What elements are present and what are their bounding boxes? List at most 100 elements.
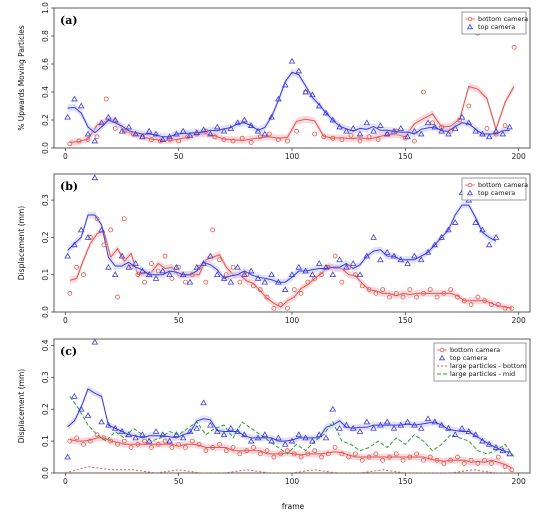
data-point-top xyxy=(506,450,513,457)
data-point-top xyxy=(213,271,221,278)
data-point-bottom xyxy=(94,432,100,438)
data-point-top xyxy=(254,434,262,441)
data-point-top xyxy=(336,424,343,431)
data-point-top xyxy=(479,226,486,233)
data-point-bottom xyxy=(321,134,327,140)
data-point-bottom xyxy=(393,290,399,296)
x-tick-label: 50 xyxy=(174,477,184,486)
data-point-top xyxy=(118,127,126,134)
data-point-top xyxy=(84,412,92,418)
trend-line-top xyxy=(67,388,510,453)
data-point-top xyxy=(485,440,493,447)
data-point-top xyxy=(145,437,153,444)
data-point-top xyxy=(261,431,269,438)
chart-panel-2: 0 50 100 150 200 0.0 0.1 0.2 0.3 Displacement (mm… xyxy=(17,173,531,325)
data-point-bottom xyxy=(108,227,114,233)
data-point-bottom xyxy=(278,451,284,457)
data-point-bottom xyxy=(223,272,229,278)
data-point-top xyxy=(309,271,316,278)
data-point-bottom xyxy=(278,302,284,307)
data-point-bottom xyxy=(271,454,277,460)
data-point-bottom xyxy=(339,451,345,457)
data-point-bottom xyxy=(380,457,386,463)
data-point-bottom xyxy=(332,253,338,259)
data-point-bottom xyxy=(359,283,365,289)
y-tick-label: 0.2 xyxy=(41,403,50,415)
data-point-top xyxy=(64,252,71,259)
data-point-bottom xyxy=(427,454,433,460)
data-point-bottom xyxy=(189,438,195,444)
data-point-top xyxy=(207,252,214,259)
data-point-bottom xyxy=(495,454,501,460)
data-point-bottom xyxy=(128,445,134,450)
data-point-top xyxy=(200,260,207,266)
data-point-top xyxy=(220,431,228,438)
data-point-bottom xyxy=(434,294,440,300)
x-tick-label: 0 xyxy=(63,316,68,325)
data-point-top xyxy=(424,248,432,255)
data-point-top xyxy=(390,252,398,259)
data-point-top xyxy=(152,428,160,434)
data-point-top xyxy=(261,130,269,137)
data-point-bottom xyxy=(312,448,318,454)
data-point-bottom xyxy=(482,298,488,304)
data-point-bottom xyxy=(407,287,413,293)
data-point-top xyxy=(383,130,391,137)
data-point-top xyxy=(445,226,452,233)
data-point-top xyxy=(179,127,187,134)
data-point-top xyxy=(111,271,119,278)
data-point-bottom xyxy=(421,290,426,296)
x-tick-label: 0 xyxy=(63,152,68,161)
legend-label: top camera xyxy=(478,189,515,197)
data-point-top xyxy=(234,428,241,434)
data-point-bottom xyxy=(158,138,163,144)
data-point-bottom xyxy=(237,451,243,457)
data-point-top xyxy=(98,119,105,126)
legend-box xyxy=(461,11,527,35)
data-point-top xyxy=(91,174,99,181)
data-point-top xyxy=(479,130,486,137)
data-point-top xyxy=(84,130,92,137)
data-point-top xyxy=(322,109,330,116)
data-point-top xyxy=(105,263,112,270)
data-point-bottom xyxy=(502,305,508,311)
data-point-top xyxy=(472,219,479,225)
data-point-bottom xyxy=(142,438,148,444)
data-point-bottom xyxy=(411,138,417,144)
y-tick-label: 0.3 xyxy=(41,371,50,383)
data-point-top xyxy=(139,431,146,438)
series-line-lpmid xyxy=(69,396,515,458)
data-point-top xyxy=(411,252,418,259)
data-point-bottom xyxy=(495,302,501,307)
data-point-top xyxy=(499,447,507,454)
data-point-top xyxy=(349,124,357,131)
data-point-top xyxy=(349,424,357,431)
data-point-top xyxy=(91,339,99,345)
legend-label: bottom camera xyxy=(478,15,528,23)
data-point-bottom xyxy=(294,128,299,134)
data-point-bottom xyxy=(210,445,216,450)
data-point-top xyxy=(145,271,153,278)
legend-box xyxy=(461,177,527,201)
data-point-bottom xyxy=(509,305,515,311)
legend-key-marker xyxy=(466,23,474,30)
data-point-bottom xyxy=(264,448,270,454)
data-point-bottom xyxy=(400,294,406,300)
data-point-bottom xyxy=(251,445,256,450)
data-point-top xyxy=(268,113,275,120)
data-point-top xyxy=(485,133,493,140)
data-point-bottom xyxy=(230,264,236,270)
data-point-bottom xyxy=(400,457,406,463)
data-point-top xyxy=(247,122,255,128)
data-point-top xyxy=(404,260,411,266)
data-point-bottom xyxy=(373,451,379,457)
data-point-top xyxy=(220,275,228,281)
data-point-bottom xyxy=(402,135,408,141)
data-point-bottom xyxy=(461,298,467,304)
data-point-top xyxy=(343,263,350,270)
data-point-bottom xyxy=(493,131,499,137)
data-point-top xyxy=(363,119,371,126)
data-point-top xyxy=(261,278,269,285)
data-point-top xyxy=(417,256,425,263)
